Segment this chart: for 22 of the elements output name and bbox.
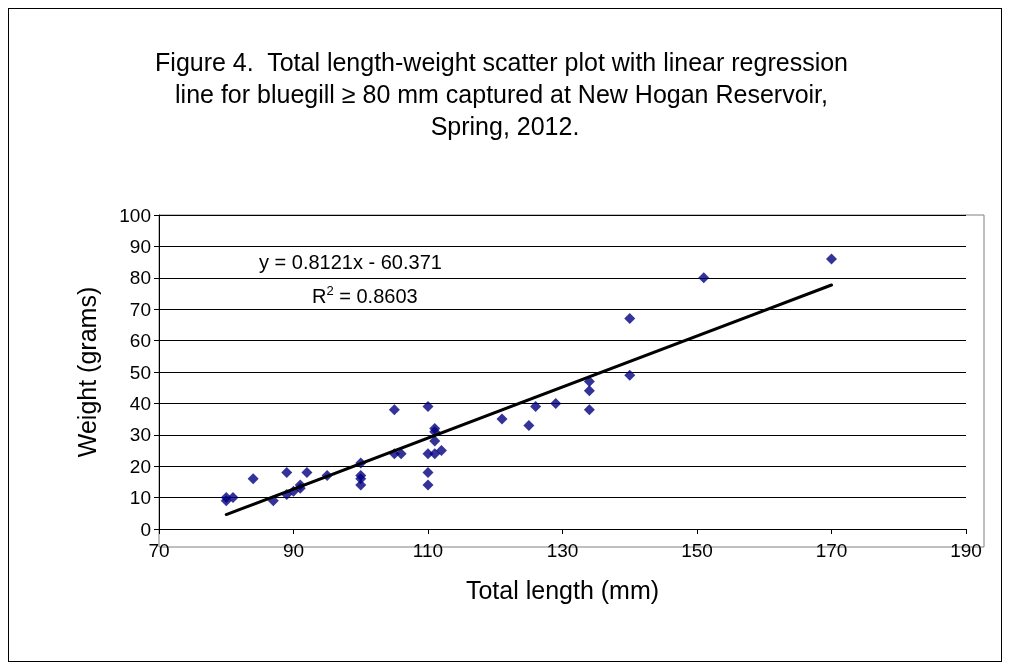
y-tick-label: 20 — [129, 455, 151, 477]
y-tick-label: 90 — [129, 235, 151, 257]
y-tick-label: 80 — [129, 267, 151, 289]
x-tick-label: 150 — [681, 540, 713, 561]
y-tick-label: 50 — [129, 361, 151, 383]
x-tick-label: 170 — [815, 540, 848, 561]
x-axis-title: Total length (mm) — [465, 575, 660, 604]
y-axis-title: Weight (grams) — [72, 286, 101, 458]
y-tick-label: 10 — [129, 487, 151, 509]
x-tick-label: 70 — [148, 540, 170, 561]
x-tick-label: 190 — [950, 540, 982, 561]
x-tick-label: 130 — [546, 540, 579, 561]
y-tick-label: 70 — [129, 298, 151, 320]
y-tick-label: 40 — [129, 392, 151, 414]
chart-title: Figure 4. Total length-weight scatter plot with linear regression line for bluegill ≥ 80 mm captured at New Hogan Reservoir, Spring, 2012. — [155, 48, 855, 140]
y-tick-label: 60 — [129, 330, 151, 352]
x-tick-label: 110 — [412, 540, 444, 561]
y-tick-label: 100 — [119, 204, 151, 226]
y-tick-label: 0 — [140, 518, 151, 540]
x-tick-label: 90 — [282, 540, 305, 561]
y-tick-label: 30 — [129, 424, 151, 446]
annotation: y = 0.8121x - 60.371 — [259, 251, 442, 273]
